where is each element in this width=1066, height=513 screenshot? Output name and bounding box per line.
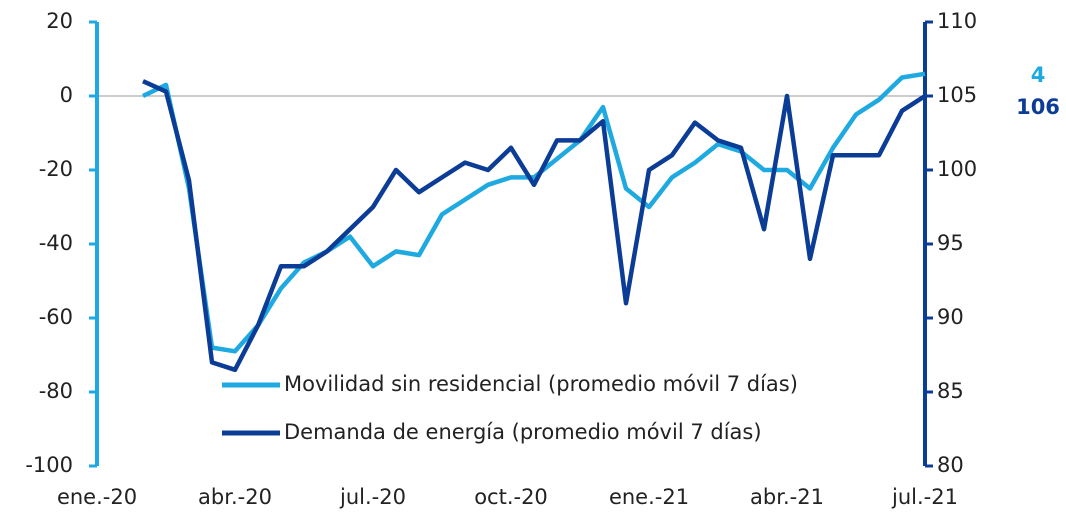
y-tick-label: 20 — [46, 9, 73, 33]
y2-tick-label: 105 — [937, 83, 977, 107]
x-tick-label: ene.-21 — [609, 485, 689, 509]
legend-label: Movilidad sin residencial (promedio móvi… — [284, 372, 798, 396]
series-line — [142, 71, 926, 354]
series-line — [142, 79, 927, 373]
x-tick-label: jul.-20 — [339, 485, 406, 509]
y2-tick-label: 100 — [937, 157, 977, 181]
x-tick-label: abr.-20 — [198, 485, 272, 509]
x-tick-label: ene.-20 — [57, 485, 137, 509]
y-tick-label: -40 — [39, 231, 73, 255]
y-tick-label: 0 — [60, 83, 73, 107]
annotation: 106 — [1016, 95, 1060, 119]
legend-label: Demanda de energía (promedio móvil 7 día… — [284, 420, 762, 444]
y-tick-label: -20 — [39, 157, 73, 181]
annotation: 4 — [1031, 63, 1046, 87]
y-tick-label: -60 — [39, 305, 73, 329]
y2-tick-label: 95 — [937, 231, 964, 255]
y2-tick-label: 80 — [937, 453, 964, 477]
y2-tick-label: 85 — [937, 379, 964, 403]
y2-tick-label: 90 — [937, 305, 964, 329]
x-tick-label: abr.-21 — [750, 485, 824, 509]
y-tick-label: -100 — [25, 453, 73, 477]
y2-tick-label: 110 — [937, 9, 977, 33]
y-tick-label: -80 — [39, 379, 73, 403]
x-tick-label: oct.-20 — [474, 485, 548, 509]
x-tick-label: jul.-21 — [891, 485, 958, 509]
